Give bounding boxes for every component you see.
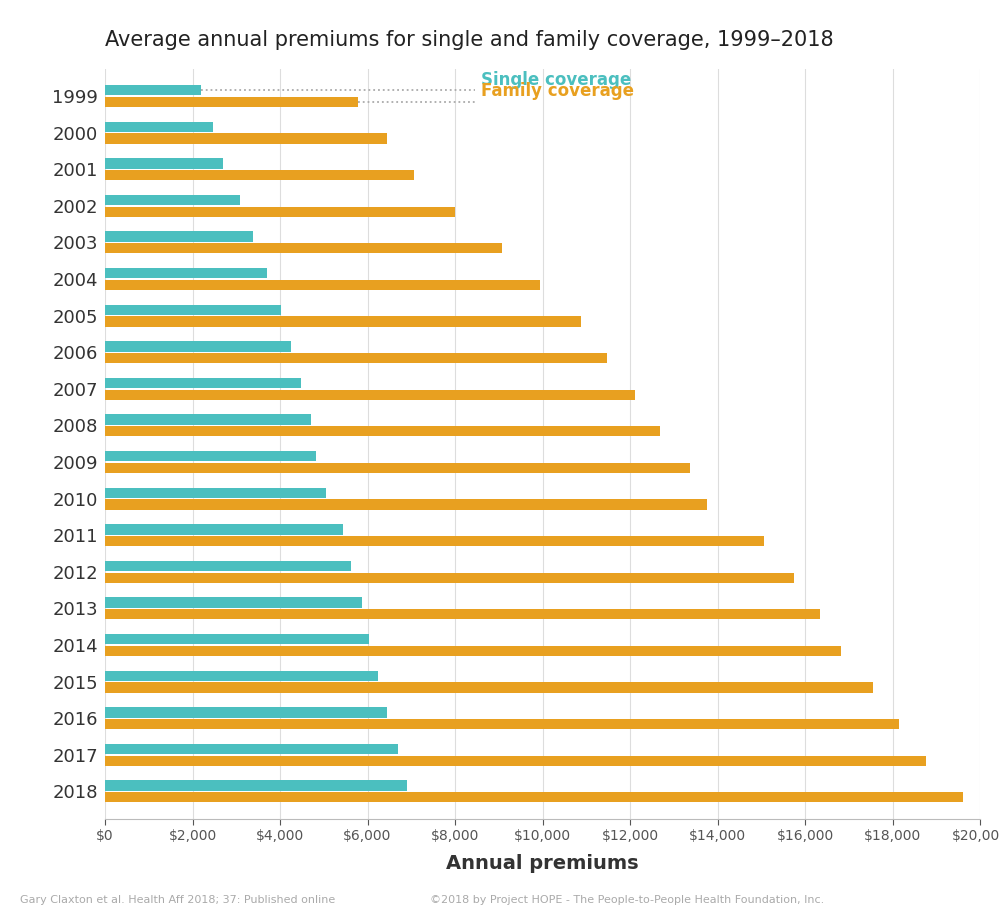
Text: Health Affairs: Health Affairs [865,872,984,890]
Bar [105,756,926,766]
Bar [105,341,291,351]
Bar [105,524,343,534]
Bar [105,134,387,144]
Bar [105,85,201,95]
Text: Gary Claxton et al. Health Aff 2018; 37: Published online: Gary Claxton et al. Health Aff 2018; 37:… [20,895,335,905]
Bar [105,683,873,693]
Bar [105,122,213,132]
Bar [105,646,841,656]
Bar [105,231,253,242]
Bar [105,719,899,729]
X-axis label: Annual premiums: Annual premiums [446,855,639,874]
Bar [105,597,362,608]
Bar [105,707,387,717]
Bar [105,792,963,802]
Bar [105,609,820,619]
Bar [105,671,378,681]
Bar [105,317,581,327]
Text: Single coverage: Single coverage [481,70,632,89]
Bar [105,378,301,388]
Bar [105,97,358,107]
Bar [105,158,223,168]
Bar [105,195,240,205]
Bar [105,426,660,436]
Bar [105,634,369,644]
Bar [105,207,455,217]
Bar [105,463,690,473]
Text: Family coverage: Family coverage [481,82,634,101]
Bar [105,451,316,461]
Bar [105,353,607,363]
Bar [105,573,794,583]
Bar [105,414,311,425]
Bar [105,243,502,253]
Bar [105,500,707,510]
Bar [105,536,764,546]
Bar [105,280,540,290]
Bar [105,561,351,571]
Text: Average annual premiums for single and family coverage, 1999–2018: Average annual premiums for single and f… [105,30,834,50]
Bar [105,780,407,791]
Bar [105,744,398,754]
Text: ©2018 by Project HOPE - The People-to-People Health Foundation, Inc.: ©2018 by Project HOPE - The People-to-Pe… [430,895,824,905]
Bar [105,305,281,315]
Bar [105,268,267,278]
Bar [105,488,326,498]
Bar [105,390,635,400]
Bar [105,170,414,180]
